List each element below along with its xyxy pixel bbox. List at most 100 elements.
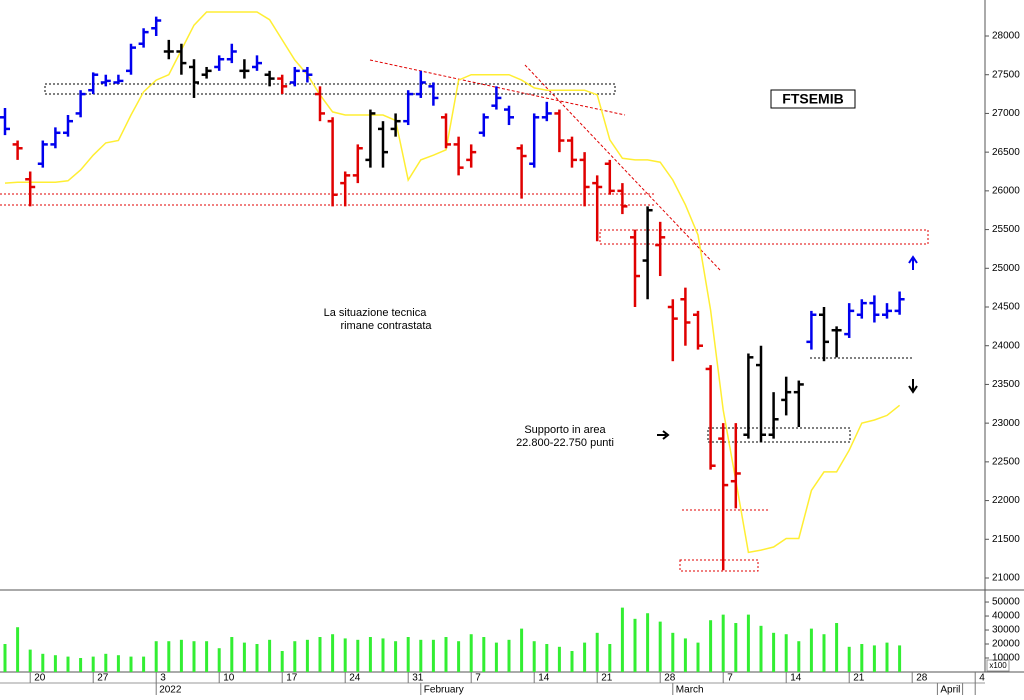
ohlc-bar bbox=[0, 108, 10, 136]
ohlc-bar bbox=[768, 392, 779, 439]
volume-bar bbox=[898, 645, 902, 672]
ohlc-bar bbox=[37, 140, 48, 168]
volume-bar bbox=[179, 639, 183, 672]
ohlc-bar bbox=[428, 82, 439, 106]
ohlc-bar bbox=[25, 171, 36, 207]
ohlc-bar bbox=[252, 55, 262, 71]
volume-bar bbox=[772, 632, 776, 672]
ohlc-bar bbox=[315, 86, 325, 122]
ohlc-bar bbox=[466, 144, 477, 168]
ohlc-bar bbox=[869, 295, 880, 323]
y-tick-label: 30000 bbox=[992, 625, 1020, 636]
volume-bar bbox=[696, 642, 700, 672]
chart-title: FTSEMIB bbox=[782, 91, 843, 107]
ohlc-bar bbox=[705, 365, 716, 470]
title-box bbox=[770, 89, 856, 109]
ohlc-bar bbox=[50, 127, 61, 149]
x-tick-label: 4 bbox=[979, 673, 985, 684]
x-tick-label: 21 bbox=[601, 673, 613, 684]
arrow-down bbox=[908, 379, 918, 394]
arrow-up bbox=[908, 255, 918, 270]
ohlc-bar bbox=[831, 326, 842, 358]
ohlc-bar bbox=[667, 299, 678, 362]
volume-bar bbox=[142, 656, 146, 672]
volume-bar bbox=[53, 655, 57, 672]
volume-bar bbox=[192, 641, 196, 672]
x-tick-label: 24 bbox=[349, 673, 361, 684]
ohlc-bar bbox=[214, 55, 225, 71]
ohlc-bar bbox=[163, 39, 174, 60]
ohlc-bar bbox=[226, 43, 237, 64]
ohlc-bar bbox=[302, 66, 313, 83]
volume-bar bbox=[746, 614, 750, 672]
y-tick-label: 22000 bbox=[992, 495, 1020, 506]
trend-line bbox=[524, 64, 721, 271]
ohlc-bar bbox=[189, 59, 199, 98]
x-tick-label: 14 bbox=[790, 673, 802, 684]
ohlc-bar bbox=[579, 152, 590, 207]
volume-bar bbox=[255, 644, 259, 672]
ohlc-bar bbox=[453, 136, 464, 176]
x-group-label: 2022 bbox=[159, 685, 182, 695]
y-tick-label: 22500 bbox=[992, 456, 1020, 467]
ohlc-bar bbox=[567, 136, 577, 168]
ohlc-bar bbox=[730, 423, 741, 509]
volume-bar bbox=[532, 641, 536, 672]
ohlc-bar bbox=[403, 90, 414, 126]
x-group-label: April bbox=[940, 685, 960, 695]
x-tick-label: 14 bbox=[538, 673, 550, 684]
ohlc-bar bbox=[806, 310, 817, 350]
y-tick-label: 24000 bbox=[992, 340, 1020, 351]
volume-bar bbox=[709, 620, 713, 672]
ohlc-bar bbox=[365, 109, 376, 168]
volume-bar bbox=[406, 637, 410, 672]
y-tick-label: 21500 bbox=[992, 534, 1020, 545]
ohlc-bar bbox=[882, 303, 892, 319]
ohlc-bar bbox=[201, 66, 212, 79]
volume-bar bbox=[520, 628, 524, 672]
x-tick-label: 28 bbox=[664, 673, 676, 684]
ohlc-bar bbox=[12, 140, 23, 160]
ohlc-bar bbox=[88, 72, 99, 95]
volume-bar bbox=[28, 649, 32, 672]
ohlc-bar bbox=[264, 70, 275, 87]
volume-bar bbox=[860, 644, 864, 672]
volume-bar bbox=[305, 639, 309, 672]
zone bbox=[679, 559, 759, 572]
ohlc-bar bbox=[516, 144, 527, 199]
volume-bar bbox=[671, 632, 675, 672]
y-tick-label: 26500 bbox=[992, 147, 1020, 158]
volume-bar bbox=[457, 641, 461, 672]
volume-bar bbox=[633, 618, 637, 672]
volume-bar bbox=[872, 645, 876, 672]
ohlc-bar bbox=[277, 74, 288, 95]
volume-bar bbox=[797, 641, 801, 672]
volume-bar bbox=[116, 655, 120, 672]
envelope-line bbox=[4, 11, 901, 554]
ohlc-bar bbox=[378, 121, 388, 168]
ohlc-bar bbox=[75, 90, 86, 118]
x-tick-label: 31 bbox=[412, 673, 424, 684]
volume-bar bbox=[104, 653, 108, 672]
volume-bar bbox=[646, 613, 650, 672]
volume-bar bbox=[809, 628, 813, 672]
ohlc-bar bbox=[340, 171, 351, 207]
ohlc-bar bbox=[491, 86, 502, 110]
volume-bar bbox=[343, 638, 347, 672]
ohlc-bar bbox=[718, 423, 729, 571]
volume-bar bbox=[394, 641, 398, 672]
ohlc-bar bbox=[781, 376, 792, 416]
annotation: 22.800-22.750 punti bbox=[516, 437, 614, 449]
volume-bar bbox=[16, 627, 20, 672]
y-tick-label: 24500 bbox=[992, 302, 1020, 313]
ohlc-bar bbox=[478, 113, 489, 137]
ohlc-bar bbox=[554, 109, 565, 153]
ohlc-bar bbox=[113, 74, 124, 85]
y-tick-label: 25000 bbox=[992, 263, 1020, 274]
ohlc-bar bbox=[441, 113, 451, 149]
volume-bar bbox=[444, 637, 448, 672]
y-tick-label: 50000 bbox=[992, 597, 1020, 608]
volume-bar bbox=[280, 651, 284, 672]
ohlc-bar bbox=[138, 28, 149, 48]
y-tick-label: 23500 bbox=[992, 379, 1020, 390]
